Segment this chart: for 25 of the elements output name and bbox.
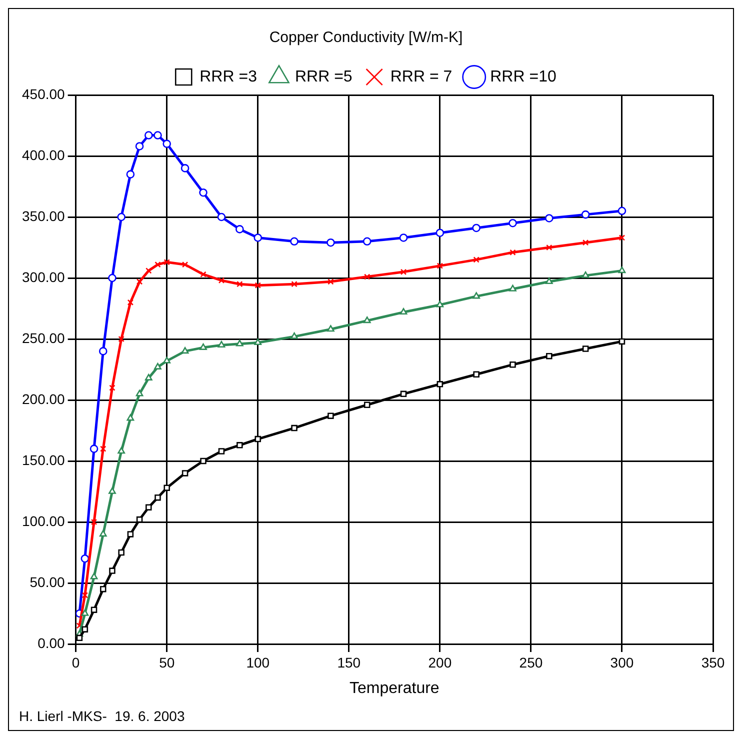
x-tick-label: 50 xyxy=(159,654,175,670)
y-tick-label: 350.00 xyxy=(22,208,66,224)
y-tick-label: 150.00 xyxy=(22,452,66,468)
y-tick-label: 100.00 xyxy=(22,512,66,529)
x-tick-label: 150 xyxy=(337,654,361,670)
x-tick-label: 300 xyxy=(610,654,634,670)
x-tick-label: 350 xyxy=(701,654,725,670)
y-tick-label: 300.00 xyxy=(22,268,66,285)
y-tick-label: 400.00 xyxy=(22,146,66,163)
x-tick-label: 100 xyxy=(246,654,270,670)
legend-label: RRR =3 xyxy=(200,68,258,86)
legend-label: RRR = 7 xyxy=(390,68,452,86)
x-tick-label: 250 xyxy=(519,654,543,670)
y-tick-label: 250.00 xyxy=(22,330,66,346)
x-axis-title: Temperature xyxy=(349,680,440,697)
y-tick-label: 0.00 xyxy=(38,634,66,651)
legend-label: RRR =10 xyxy=(490,68,556,86)
chart-title: Copper Conductivity [W/m-K] xyxy=(269,29,463,46)
text: H. Lierl -MKS- 19. 6. 2003 xyxy=(19,708,185,724)
y-tick-label: 450.00 xyxy=(22,86,66,102)
x-tick-label: 200 xyxy=(428,654,452,670)
y-tick-label: 50.00 xyxy=(30,574,66,590)
y-tick-label: 200.00 xyxy=(22,390,66,407)
x-tick-label: 0 xyxy=(72,654,80,670)
legend-label: RRR =5 xyxy=(294,68,352,86)
